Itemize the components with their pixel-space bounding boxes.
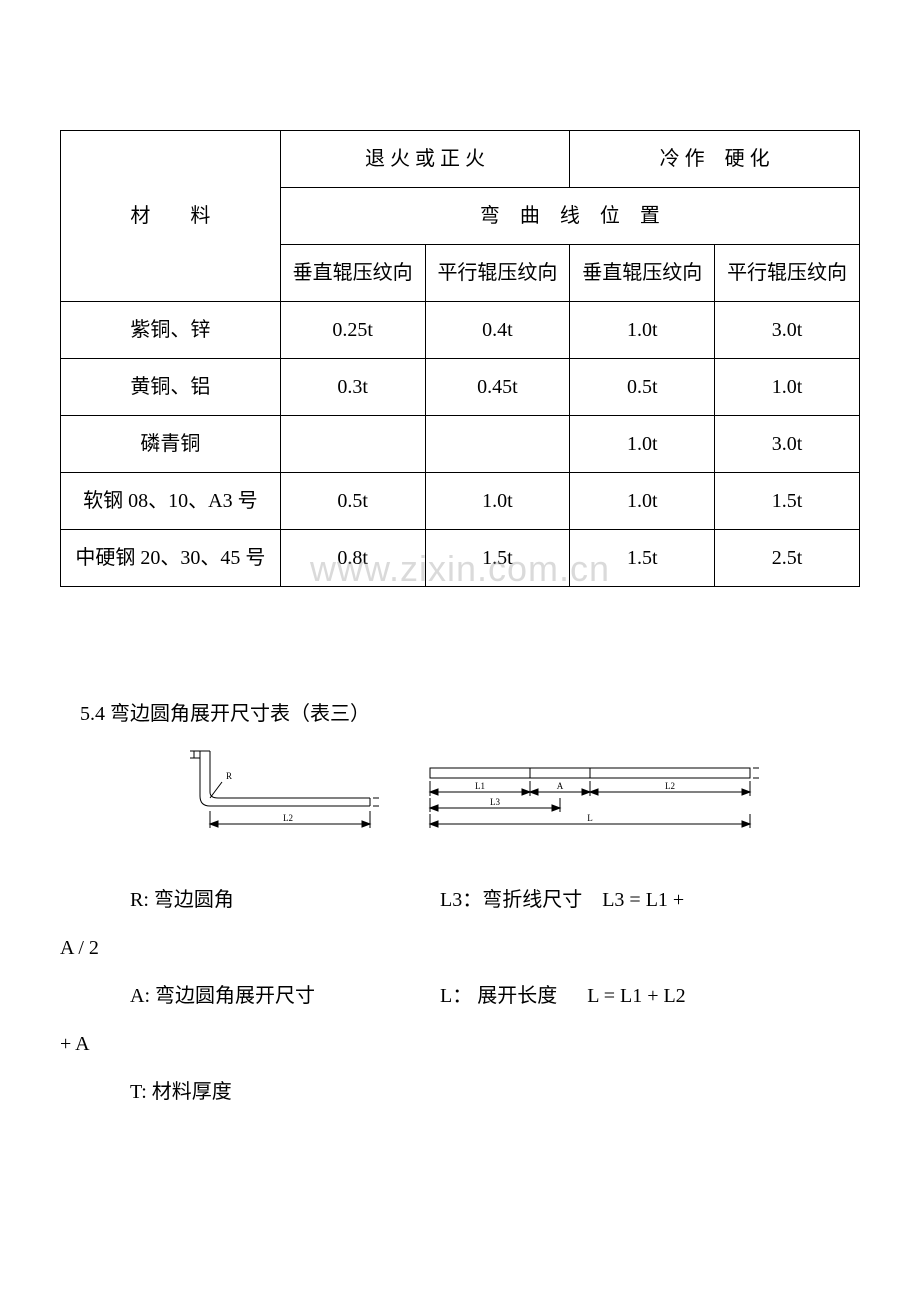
table-row: 中硬钢 20、30、45 号 0.8t 1.5t 1.5t 2.5t — [61, 530, 860, 587]
col-anneal: 退 火 或 正 火 — [280, 131, 570, 188]
cell-value: 0.4t — [425, 302, 570, 359]
cell-value: 1.0t — [425, 473, 570, 530]
def-l-cont: + A — [60, 1020, 860, 1068]
diagram-developed: L1 A L2 L3 L — [420, 746, 760, 846]
bend-radius-table: 材 料 退 火 或 正 火 冷 作 硬 化 弯 曲 线 位 置 垂直辊压纹向 平… — [60, 130, 860, 587]
definitions: R: 弯边圆角 L3：弯折线尺寸 L3 = L1 + A / 2 A: 弯边圆角… — [60, 876, 860, 1116]
cell-value: 0.8t — [280, 530, 425, 587]
def-l3-label: L3：弯折线尺寸 — [440, 889, 582, 911]
section-title: 5.4 弯边圆角展开尺寸表（表三） — [80, 697, 860, 726]
table-row: 紫铜、锌 0.25t 0.4t 1.0t 3.0t — [61, 302, 860, 359]
cell-value: 1.5t — [715, 473, 860, 530]
cell-value: 1.0t — [570, 302, 715, 359]
cell-value: 1.5t — [570, 530, 715, 587]
cell-value: 2.5t — [715, 530, 860, 587]
cell-material: 紫铜、锌 — [61, 302, 281, 359]
label-r: R — [226, 771, 232, 781]
def-l-formula: L = L1 + L2 — [587, 985, 685, 1007]
bend-diagram: L2 R — [60, 746, 860, 846]
label-l1: L1 — [475, 781, 485, 791]
col-material: 材 料 — [61, 131, 281, 302]
label-a: A — [557, 781, 564, 791]
cell-value: 0.5t — [570, 359, 715, 416]
cell-material: 磷青铜 — [61, 416, 281, 473]
cell-value: 0.5t — [280, 473, 425, 530]
cell-value: 1.0t — [715, 359, 860, 416]
cell-material: 软钢 08、10、A3 号 — [61, 473, 281, 530]
col-a-para: 平行辊压纹向 — [425, 245, 570, 302]
cell-value: 1.0t — [570, 473, 715, 530]
col-c-perp: 垂直辊压纹向 — [570, 245, 715, 302]
cell-value: 1.0t — [570, 416, 715, 473]
label-l2: L2 — [665, 781, 675, 791]
def-r: R: 弯边圆角 — [60, 876, 440, 924]
cell-value — [280, 416, 425, 473]
def-l-label: L： 展开长度 — [440, 985, 557, 1007]
cell-value: 0.3t — [280, 359, 425, 416]
label-l2: L2 — [283, 813, 293, 823]
cell-material: 黄铜、铝 — [61, 359, 281, 416]
table-row: 黄铜、铝 0.3t 0.45t 0.5t 1.0t — [61, 359, 860, 416]
diagram-l-bend: L2 R — [160, 746, 390, 846]
def-l3-formula: L3 = L1 + — [602, 889, 684, 911]
col-a-perp: 垂直辊压纹向 — [280, 245, 425, 302]
table-row: 软钢 08、10、A3 号 0.5t 1.0t 1.0t 1.5t — [61, 473, 860, 530]
col-cold: 冷 作 硬 化 — [570, 131, 860, 188]
label-l3: L3 — [490, 797, 500, 807]
table-row: 磷青铜 1.0t 3.0t — [61, 416, 860, 473]
cell-value: 1.5t — [425, 530, 570, 587]
def-l3-cont: A / 2 — [60, 924, 860, 972]
cell-value: 0.25t — [280, 302, 425, 359]
cell-value: 3.0t — [715, 302, 860, 359]
col-bend-position: 弯 曲 线 位 置 — [280, 188, 859, 245]
def-t: T: 材料厚度 — [60, 1068, 440, 1116]
cell-material: 中硬钢 20、30、45 号 — [61, 530, 281, 587]
cell-value — [425, 416, 570, 473]
col-c-para: 平行辊压纹向 — [715, 245, 860, 302]
label-l: L — [587, 813, 593, 823]
def-a: A: 弯边圆角展开尺寸 — [60, 972, 440, 1020]
cell-value: 0.45t — [425, 359, 570, 416]
cell-value: 3.0t — [715, 416, 860, 473]
